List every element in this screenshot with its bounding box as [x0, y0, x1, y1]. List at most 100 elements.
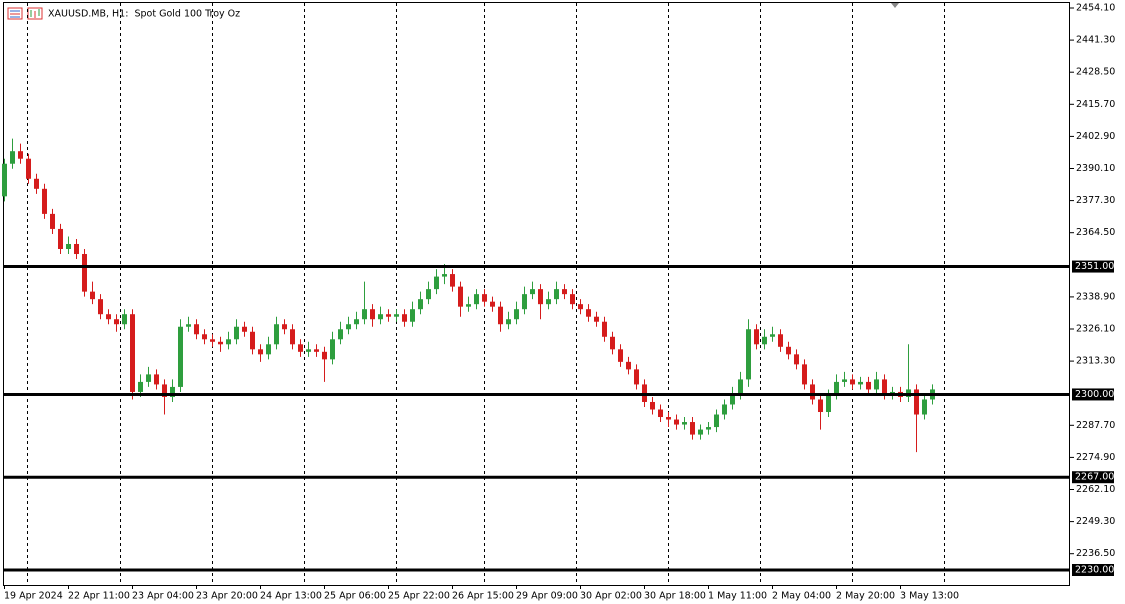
symbol-icon — [7, 7, 43, 20]
x-tick-label: 24 Apr 13:00 — [260, 591, 322, 602]
candle-body — [362, 309, 367, 320]
candle-body — [826, 394, 831, 413]
candle-body — [818, 399, 823, 413]
candle-body — [922, 399, 927, 415]
candle-body — [450, 274, 455, 287]
candle-body — [810, 384, 815, 400]
candle-body — [258, 349, 263, 355]
candle-body — [178, 326, 183, 387]
x-tick-label: 29 Apr 09:00 — [516, 591, 578, 602]
y-tick-label: 2441.30 — [1076, 35, 1115, 46]
candle-body — [658, 409, 663, 418]
candle-body — [602, 321, 607, 337]
candle-body — [242, 326, 247, 332]
candle-body — [458, 286, 463, 307]
candle-body — [874, 379, 879, 390]
candle-body — [730, 394, 735, 405]
candle-body — [466, 304, 471, 307]
candle-body — [698, 429, 703, 435]
candle-body — [306, 349, 311, 352]
y-tick-label: 2364.50 — [1076, 227, 1115, 238]
candle-body — [514, 309, 519, 320]
candle-body — [546, 299, 551, 305]
candle-body — [522, 294, 527, 310]
candle-body — [858, 381, 863, 385]
y-tick-label: 2338.90 — [1076, 291, 1115, 302]
candle-body — [274, 324, 279, 345]
candle-body — [882, 379, 887, 395]
candle-body — [138, 381, 143, 392]
candle-body — [154, 374, 159, 385]
candle-body — [130, 314, 135, 392]
candle-body — [802, 364, 807, 385]
candle-body — [650, 401, 655, 410]
y-tick-label: 2402.90 — [1076, 131, 1115, 142]
candle-body — [626, 361, 631, 370]
candle-body — [106, 314, 111, 320]
candle-body — [842, 379, 847, 382]
candle-body — [610, 336, 615, 350]
candle-body — [570, 294, 575, 305]
y-tick-label: 2454.10 — [1076, 3, 1115, 14]
candle-body — [290, 329, 295, 345]
candle-body — [314, 349, 319, 352]
candle-body — [186, 324, 191, 327]
candle-body — [338, 329, 343, 340]
candle-body — [250, 331, 255, 350]
candle-body — [586, 309, 591, 317]
candle-body — [386, 314, 391, 317]
x-tick-label: 25 Apr 22:00 — [388, 591, 450, 602]
candle-body — [298, 344, 303, 352]
candle-body — [866, 381, 871, 390]
level-label-box — [1072, 388, 1114, 401]
candle-body — [202, 334, 207, 340]
candle-body — [834, 381, 839, 395]
candle-body — [746, 329, 751, 380]
y-tick-label: 2262.10 — [1076, 484, 1115, 495]
y-tick-label: 2390.10 — [1076, 163, 1115, 174]
y-tick-label: 2415.70 — [1076, 99, 1115, 110]
y-tick-label: 2249.30 — [1076, 516, 1115, 527]
candle-body — [162, 384, 167, 397]
candle-body — [474, 294, 479, 305]
level-label: 2230.00 — [1075, 565, 1114, 576]
candle-body — [354, 319, 359, 325]
x-tick-label: 30 Apr 02:00 — [580, 591, 642, 602]
candle-body — [210, 339, 215, 342]
candle-body — [562, 289, 567, 295]
level-label-box — [1072, 260, 1114, 273]
x-tick-label: 30 Apr 18:00 — [644, 591, 706, 602]
y-tick-label: 2236.50 — [1076, 548, 1115, 559]
x-tick-label: 26 Apr 15:00 — [452, 591, 514, 602]
candle-body — [234, 326, 239, 340]
candle-body — [226, 339, 231, 345]
candle-body — [146, 374, 151, 382]
candle-body — [578, 304, 583, 310]
candle-body — [482, 294, 487, 302]
level-label-box — [1072, 564, 1114, 576]
candle-body — [442, 274, 447, 277]
candle-body — [914, 389, 919, 415]
candle-body — [34, 178, 39, 189]
candle-body — [170, 386, 175, 397]
candle-body — [706, 427, 711, 430]
candle-body — [394, 314, 399, 317]
candle-body — [418, 299, 423, 310]
candle-body — [666, 417, 671, 420]
candle-body — [378, 314, 383, 320]
candle-body — [282, 324, 287, 330]
x-tick-label: 3 May 13:00 — [900, 591, 959, 602]
y-tick-label: 2326.10 — [1076, 323, 1115, 334]
x-tick-label: 23 Apr 04:00 — [132, 591, 194, 602]
level-label-box — [1072, 471, 1114, 484]
y-tick-label: 2313.30 — [1076, 356, 1115, 367]
y-tick-label: 2377.30 — [1076, 195, 1115, 206]
candle-body — [330, 339, 335, 360]
candle-body — [498, 306, 503, 325]
x-tick-label: 25 Apr 06:00 — [324, 591, 386, 602]
x-tick-label: 2 May 04:00 — [772, 591, 831, 602]
candle-body — [754, 329, 759, 345]
candle-body — [194, 324, 199, 335]
y-tick-label: 2428.50 — [1076, 67, 1115, 78]
